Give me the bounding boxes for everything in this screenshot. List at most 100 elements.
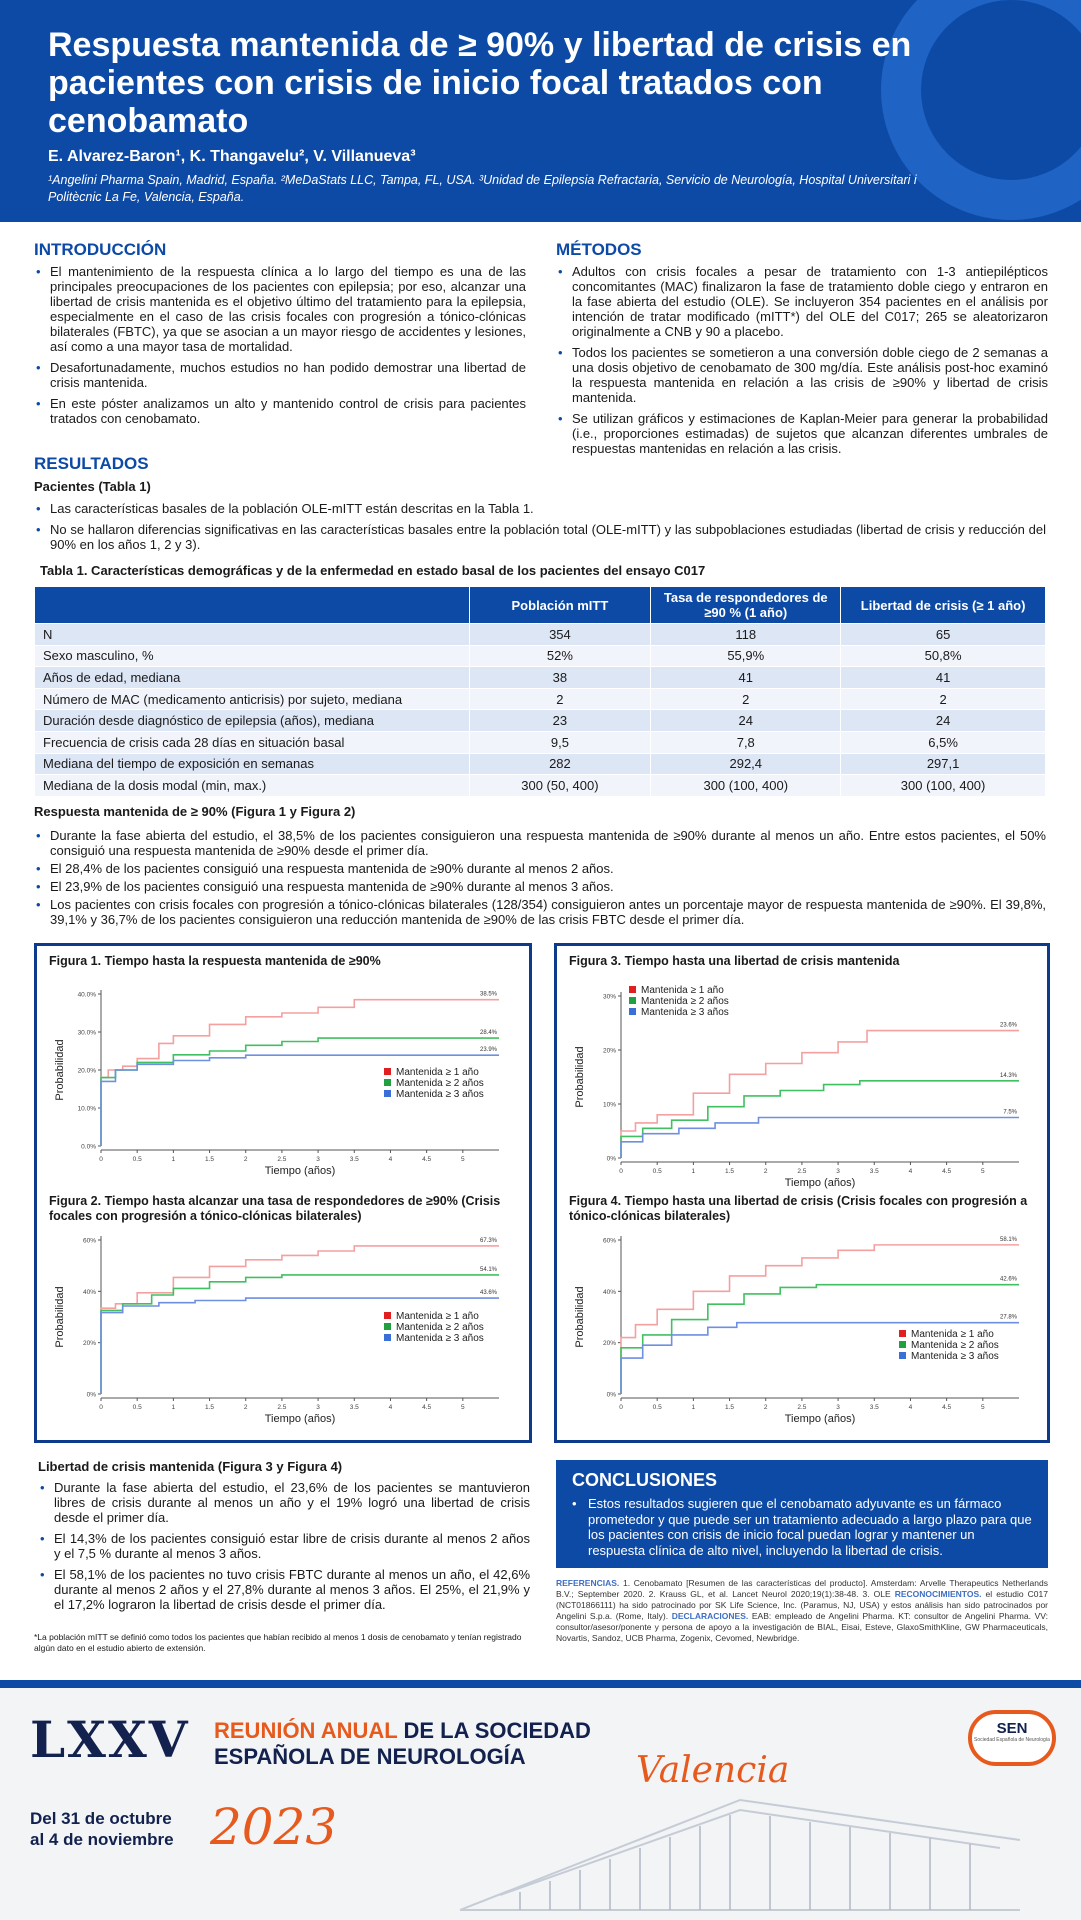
- x-tick-label: 4.5: [422, 1156, 431, 1163]
- references: REFERENCIAS. 1. Cenobamato [Resumen de l…: [556, 1578, 1048, 1644]
- table-cell: 300 (50, 400): [468, 774, 652, 797]
- legend-swatch: [629, 997, 636, 1004]
- table-cell: Años de edad, mediana: [34, 666, 470, 689]
- x-tick-label: 5: [981, 1404, 985, 1411]
- y-tick-label: 0%: [87, 1392, 97, 1399]
- x-tick-label: 3.5: [870, 1168, 879, 1175]
- table-cell: 297,1: [840, 752, 1046, 776]
- y-tick-label: 60%: [83, 1238, 96, 1245]
- legend-swatch: [384, 1090, 391, 1097]
- table-cell: 6,5%: [840, 730, 1046, 754]
- conclusions-heading: CONCLUSIONES: [572, 1470, 718, 1490]
- acknowledgements-label: RECONOCIMIENTOS.: [894, 1589, 982, 1599]
- y-tick-label: 20%: [603, 1048, 616, 1055]
- table-cell: 300 (100, 400): [840, 774, 1046, 797]
- x-tick-label: 3: [836, 1168, 840, 1175]
- end-value-label: 42.6%: [1000, 1277, 1018, 1283]
- dates-line: al 4 de noviembre: [30, 1830, 174, 1849]
- results-heading: RESULTADOS: [34, 454, 149, 473]
- baseline-table: Población mITT Tasa de respondedores de …: [34, 586, 1046, 797]
- legend-swatch: [629, 986, 636, 993]
- sen-logo-text: SEN: [996, 1720, 1028, 1737]
- legend-swatch: [629, 1008, 636, 1015]
- y-tick-label: 0%: [607, 1392, 617, 1399]
- x-tick-label: 2: [244, 1404, 248, 1411]
- meeting-name-rest: DE LA SOCIEDAD: [397, 1718, 591, 1743]
- km-curve-series-1: [620, 1244, 1019, 1394]
- x-tick-label: 3: [316, 1404, 320, 1411]
- table-cell: 9,5: [468, 730, 652, 754]
- table-row: Mediana del tiempo de exposición en sema…: [34, 752, 1046, 776]
- sen-logo-subtitle: Sociedad Española de Neurología: [974, 1737, 1050, 1743]
- list-item: El mantenimiento de la respuesta clínica…: [34, 264, 526, 354]
- x-tick-label: 3: [836, 1404, 840, 1411]
- legend-label: Mantenida ≥ 3 años: [911, 1351, 999, 1362]
- x-tick-label: 5: [461, 1156, 465, 1163]
- x-tick-label: 3.5: [350, 1156, 359, 1163]
- response-heading: Respuesta mantenida de ≥ 90% (Figura 1 y…: [34, 804, 356, 819]
- end-value-label: 38.5%: [480, 992, 498, 998]
- x-tick-label: 2.5: [277, 1404, 286, 1411]
- list-item: En este póster analizamos un alto y mant…: [34, 396, 526, 426]
- x-tick-label: 1.5: [725, 1168, 734, 1175]
- end-value-label: 23.6%: [1000, 1023, 1018, 1029]
- table-cell: 2: [840, 687, 1046, 711]
- table-row: Frecuencia de crisis cada 28 días en sit…: [34, 730, 1046, 754]
- x-tick-label: 3: [316, 1156, 320, 1163]
- list-item: Estos resultados sugieren que el cenobam…: [572, 1496, 1034, 1558]
- x-tick-label: 0.5: [133, 1156, 142, 1163]
- x-axis-label: Tiempo (años): [785, 1413, 856, 1425]
- meeting-name-accent: REUNIÓN ANUAL: [214, 1718, 398, 1743]
- intro-heading: INTRODUCCIÓN: [34, 240, 167, 259]
- y-tick-label: 10%: [603, 1102, 616, 1109]
- table-cell: 282: [468, 752, 652, 776]
- list-item: Desafortunadamente, muchos estudios no h…: [34, 360, 526, 390]
- table-cell: 41: [650, 666, 842, 689]
- affiliations: ¹Angelini Pharma Spain, Madrid, España. …: [48, 173, 917, 204]
- x-axis-label: Tiempo (años): [265, 1413, 336, 1425]
- km-curve-series-3: [100, 1297, 499, 1394]
- x-tick-label: 5: [981, 1168, 985, 1175]
- x-tick-label: 4: [389, 1156, 393, 1163]
- table-header-row: Población mITT Tasa de respondedores de …: [34, 586, 1046, 624]
- patients-list: Las características basales de la poblac…: [34, 501, 1046, 558]
- end-value-label: 54.1%: [480, 1267, 498, 1273]
- meeting-name-line1: REUNIÓN ANUAL DE LA SOCIEDAD: [214, 1718, 591, 1744]
- table-header-cell: Libertad de crisis (≥ 1 año): [840, 586, 1046, 624]
- x-tick-label: 2: [764, 1404, 768, 1411]
- y-tick-label: 60%: [603, 1238, 616, 1245]
- acknowledgements-text: el estudio C017 (NCT01866111) ha sido pa…: [556, 1589, 1048, 1621]
- y-tick-label: 20.0%: [78, 1068, 97, 1075]
- x-tick-label: 4.5: [942, 1404, 951, 1411]
- poster-header: Respuesta mantenida de ≥ 90% y libertad …: [0, 0, 1081, 222]
- table-cell: 55,9%: [650, 644, 842, 668]
- y-tick-label: 10.0%: [78, 1106, 97, 1113]
- table-row: Duración desde diagnóstico de epilepsia …: [34, 709, 1046, 732]
- x-tick-label: 1.5: [205, 1404, 214, 1411]
- list-item: El 23,9% de los pacientes consiguió una …: [34, 879, 1046, 894]
- legend-swatch: [384, 1334, 391, 1341]
- table-header-cell: Tasa de respondedores de ≥90 % (1 año): [650, 586, 842, 624]
- legend-swatch: [899, 1352, 906, 1359]
- y-tick-label: 40%: [603, 1289, 616, 1296]
- legend-swatch: [384, 1068, 391, 1075]
- y-tick-label: 30.0%: [78, 1030, 97, 1037]
- km-curve-series-3: [620, 1116, 1019, 1158]
- x-tick-label: 0.5: [133, 1404, 142, 1411]
- legend-label: Mantenida ≥ 2 años: [396, 1078, 484, 1089]
- km-curve-series-1: [620, 1029, 1019, 1158]
- table-cell: Duración desde diagnóstico de epilepsia …: [34, 709, 470, 732]
- congress-dates: Del 31 de octubre al 4 de noviembre: [30, 1808, 174, 1850]
- x-tick-label: 0: [99, 1156, 103, 1163]
- x-tick-label: 1: [692, 1404, 696, 1411]
- y-axis-label: Probabilidad: [54, 1039, 66, 1100]
- x-tick-label: 2: [244, 1156, 248, 1163]
- list-item: El 28,4% de los pacientes consiguió una …: [34, 861, 1046, 876]
- legend-label: Mantenida ≥ 1 año: [911, 1329, 994, 1340]
- legend-swatch: [384, 1079, 391, 1086]
- conclusions-box: CONCLUSIONES Estos resultados sugieren q…: [556, 1460, 1048, 1568]
- legend-label: Mantenida ≥ 2 años: [396, 1322, 484, 1333]
- table-row: N 354 118 65: [34, 623, 1046, 646]
- legend-label: Mantenida ≥ 3 años: [396, 1089, 484, 1100]
- table-cell: 65: [840, 623, 1046, 646]
